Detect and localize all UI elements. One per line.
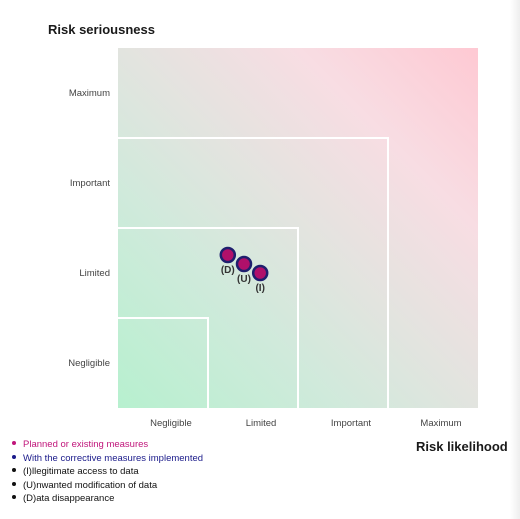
y-tick-negligible: Negligible (68, 358, 110, 369)
legend-item-disappearance: (D)ata disappearance (12, 492, 203, 506)
risk-point-1[interactable] (235, 255, 253, 273)
risk-zone-boundary-1 (118, 317, 209, 408)
x-tick-maximum: Maximum (420, 418, 462, 429)
legend-label-illegitimate: (I)llegitimate access to data (23, 466, 139, 477)
risk-point-label-1: (U) (237, 274, 251, 285)
legend-label-corrective: With the corrective measures implemented (23, 452, 204, 464)
legend-label-unwanted: (U)nwanted modification of data (23, 479, 158, 491)
y-tick-maximum: Maximum (68, 88, 110, 99)
y-tick-important: Important (69, 178, 110, 189)
bullet-icon (12, 441, 16, 446)
legend-label-planned: Planned or existing measures (23, 439, 149, 450)
risk-zone-boundary-2 (118, 227, 299, 408)
legend-item-unwanted: (U)nwanted modification of data (12, 479, 203, 493)
x-axis-title: Risk likelihood (416, 439, 508, 454)
bullet-icon (12, 481, 16, 486)
risk-point-0[interactable] (219, 246, 237, 264)
risk-map-svg: (D)(U) (I) (118, 137, 389, 408)
risk-point-2[interactable] (251, 264, 269, 282)
x-tick-limited: Limited (245, 418, 277, 429)
x-tick-important: Important (330, 418, 372, 429)
legend-item-illegitimate: (I)llegitimate access to data (12, 465, 203, 479)
risk-zone-boundary-3 (118, 137, 389, 408)
legend-item-planned: Planned or existing measures (12, 438, 203, 452)
bullet-icon (12, 468, 16, 473)
legend-item-corrective: With the corrective measures implemented (12, 452, 203, 466)
x-tick-negligible: Negligible (150, 418, 192, 429)
risk-point-label-2: (I) (255, 283, 264, 294)
right-edge-shadow (510, 0, 520, 519)
y-tick-limited: Limited (79, 268, 110, 279)
bullet-icon (12, 495, 16, 500)
risk-map-plot: (D) (U) (I) (118, 48, 478, 408)
risk-point-label-0: (D) (221, 265, 235, 276)
y-axis-title: Risk seriousness (48, 22, 155, 37)
bullet-icon (12, 454, 16, 459)
legend-label-disappearance: (D)ata disappearance (23, 493, 115, 504)
legend: Planned or existing measures With the co… (12, 438, 203, 506)
